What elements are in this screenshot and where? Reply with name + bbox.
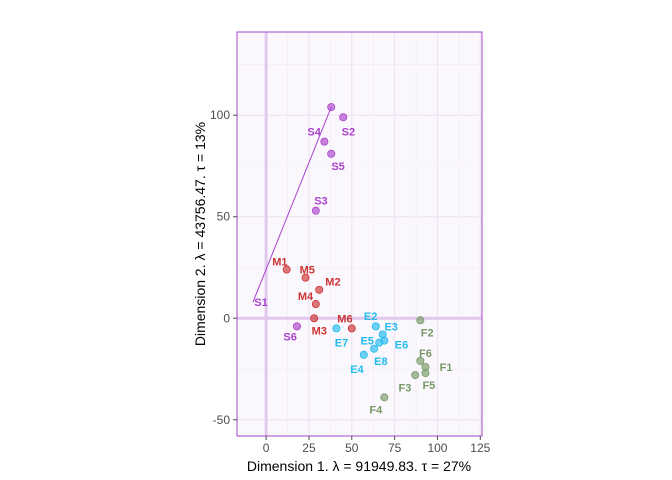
reference-lines [237,32,482,436]
point-e5 [370,344,379,353]
x-tick-label: 75 [388,441,402,455]
point-m2 [315,285,324,294]
point-e8 [375,338,384,347]
x-axis-title: Dimension 1. λ = 91949.83. τ = 27% [247,458,471,474]
y-tick-label: -50 [213,413,231,427]
y-tick-label: 100 [210,108,230,122]
point-e7 [332,324,341,333]
point-label-e2: E2 [364,311,377,323]
point-s1 [327,103,336,112]
point-f6 [416,356,425,365]
point-label-e7: E7 [335,338,348,350]
point-f4 [380,393,389,402]
point-label-e8: E8 [374,356,387,368]
point-label-s1: S1 [254,297,267,309]
point-label-s5: S5 [331,161,344,173]
panel-background [237,32,482,436]
point-label-s6: S6 [283,332,296,344]
point-label-m5: M5 [300,265,315,277]
y-axis-title: Dimension 2. λ = 43756.47. τ = 13% [192,122,208,346]
point-m1 [282,265,291,274]
point-s2 [339,113,348,122]
point-s4 [320,137,329,146]
data-points [282,103,430,402]
point-label-f2: F2 [421,327,434,339]
leader-line-s1 [252,106,332,303]
y-tick-label: 0 [223,311,230,325]
panel-border [236,31,483,437]
point-f5 [421,369,430,378]
point-label-e5: E5 [360,336,373,348]
leader-lines [252,106,332,303]
point-label-f6: F6 [419,348,432,360]
point-s3 [311,206,320,215]
x-tick-label: 50 [345,441,359,455]
point-label-s2: S2 [342,126,355,138]
point-label-f3: F3 [398,382,411,394]
point-e4 [359,350,368,359]
x-tick-label: 25 [302,441,316,455]
point-label-s4: S4 [307,126,321,138]
point-label-f5: F5 [422,380,435,392]
point-label-e6: E6 [395,340,408,352]
point-label-e4: E4 [350,364,364,376]
point-label-f1: F1 [440,362,453,374]
point-m6 [347,324,356,333]
point-f3 [411,371,420,380]
x-tick-label: 125 [470,441,490,455]
x-tick-label: 0 [263,441,270,455]
point-label-m2: M2 [325,277,340,289]
point-label-m4: M4 [298,291,314,303]
point-label-e3: E3 [384,321,397,333]
point-m5 [301,273,310,282]
plot-panel [237,32,482,436]
point-label-m3: M3 [312,325,327,337]
point-e2 [371,322,380,331]
point-label-f4: F4 [369,405,383,417]
point-f2 [416,316,425,325]
point-label-m1: M1 [272,256,287,268]
point-labels: S1 S2 S3 S4 S5 S6 M1 M2 M3 M4 M5 M6 E2 E3 E4 E5 E6 E7 E8 F1… [254,126,452,416]
point-s6 [292,322,301,331]
point-m4 [311,300,320,309]
point-s5 [327,149,336,158]
point-m3 [310,314,319,323]
point-label-m6: M6 [337,313,352,325]
point-label-s3: S3 [314,196,327,208]
x-tick-label: 100 [427,441,447,455]
y-tick-label: 50 [217,210,231,224]
axes: 0 25 50 75 100 125 -50 0 50 100 [210,31,491,455]
